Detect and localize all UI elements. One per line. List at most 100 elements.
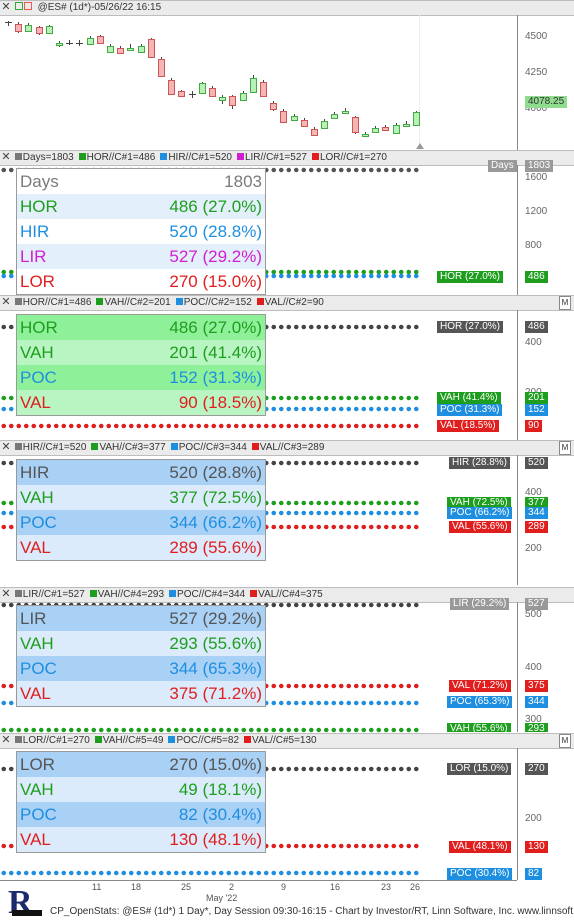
lir-tick: 500	[525, 609, 542, 620]
close-icon[interactable]: ✕	[1, 441, 11, 453]
price-tick: 4250	[525, 67, 548, 78]
candle-body	[189, 93, 196, 95]
stats-row: POC 82 (30.4%)	[17, 802, 265, 827]
stats-value: 344 (66.2%)	[169, 512, 262, 532]
close-icon[interactable]: ✕	[1, 734, 11, 746]
vah-tag: VAH (55.6%)	[447, 723, 511, 732]
candle-body	[260, 81, 267, 97]
lor-stats-table: LOR 270 (15.0%) VAH 49 (18.1%) POC 82 (30.4%)…	[16, 751, 266, 853]
stats-value: 289 (55.6%)	[169, 537, 262, 557]
legend-entry: VAL//C#2=90	[256, 297, 324, 308]
hir-axis	[517, 455, 518, 585]
candle-body	[66, 42, 73, 44]
candle-body	[372, 127, 379, 134]
legend-entry: VAH//C#2=201	[96, 297, 171, 308]
maximize-button[interactable]: M	[559, 441, 571, 455]
legend-entry: LIR//C#1=527	[14, 589, 85, 600]
legend-swatch-icon	[94, 736, 102, 743]
vah-value: 293	[525, 723, 548, 732]
lir-tick: 400	[525, 662, 542, 673]
level-value: 486	[525, 321, 548, 333]
legend-entry: HOR//C#1=486	[78, 152, 155, 163]
level-value: 289	[525, 521, 548, 533]
days-stats-table: Days 1803 HOR 486 (27.0%) HIR 520 (28.8%) LIR 5…	[16, 168, 266, 295]
level-tag: POC (30.4%)	[447, 868, 513, 880]
stats-row: POC 344 (65.3%)	[17, 656, 265, 681]
legend-entry: LOR//C#1=270	[311, 152, 387, 163]
maximize-button[interactable]: M	[559, 296, 571, 310]
stats-row: VAH 377 (72.5%)	[17, 485, 265, 510]
lir-axis	[517, 602, 518, 732]
lor-axis	[517, 748, 518, 880]
stats-row: POC 152 (31.3%)	[17, 365, 265, 390]
hir-panel-titlebar: ✕ HIR//C#1=520 VAH//C#3=377 POC//C#3=344 VA…	[0, 440, 574, 456]
days-value: 1803	[525, 160, 554, 172]
stats-label: LOR	[20, 754, 55, 774]
candle-body	[382, 127, 389, 131]
level-value: 344	[525, 507, 548, 519]
stats-label: HIR	[20, 221, 50, 241]
close-icon[interactable]: ✕	[1, 588, 11, 600]
candle-body	[46, 26, 53, 35]
stats-label: VAH	[20, 633, 54, 653]
candle-body	[250, 77, 257, 94]
candle-body	[15, 23, 22, 32]
level-value: 82	[525, 868, 543, 880]
level-value: 520	[525, 457, 548, 469]
close-icon[interactable]: ✕	[1, 1, 11, 13]
price-candles	[0, 0, 517, 150]
close-icon[interactable]: ✕	[1, 296, 11, 308]
footer-caption: CP_OpenStats: @ES# (1d*) 1 Day*, Day Ses…	[50, 906, 574, 917]
legend-swatch-icon	[14, 298, 22, 305]
cursor-line	[419, 15, 420, 150]
legend-entry: VAL//C#3=289	[251, 442, 324, 453]
level-tag: VAL (71.2%)	[449, 680, 511, 692]
stats-row: VAH 293 (55.6%)	[17, 631, 265, 656]
stats-value: 152 (31.3%)	[169, 367, 262, 387]
candle-body	[168, 80, 175, 95]
hor-stats-table: HOR 486 (27.0%) VAH 201 (41.4%) POC 152 (31.3…	[16, 314, 266, 416]
level-tag: VAH (72.5%)	[447, 497, 511, 509]
candle-body	[5, 22, 12, 24]
maximize-button[interactable]: M	[559, 734, 571, 748]
candle-body	[311, 128, 318, 136]
candle-body	[138, 45, 145, 53]
stats-label: Days	[20, 171, 59, 191]
lor-tick: 200	[525, 813, 542, 824]
price-panel-title: @ES# (1d*)-05/26/22 16:15	[37, 2, 162, 13]
legend-swatch-icon	[170, 443, 178, 450]
close-icon[interactable]: ✕	[1, 151, 11, 163]
lir-tick: 300	[525, 714, 542, 725]
level-tag: VAL (48.1%)	[449, 841, 511, 853]
candle-wick	[130, 44, 131, 51]
days-axis	[517, 165, 518, 295]
candle-body	[291, 115, 298, 121]
stats-row: VAL 375 (71.2%)	[17, 681, 265, 706]
x-tick-label: 11	[92, 882, 102, 892]
candle-body	[301, 119, 308, 127]
candle-body	[178, 91, 185, 97]
poc-dots	[0, 870, 420, 876]
candle-body	[321, 120, 328, 130]
legend-entry: POC//C#4=344	[169, 589, 245, 600]
level-tag: VAH (41.4%)	[437, 392, 501, 404]
hor-value: 486	[525, 271, 548, 283]
stats-row: LIR 527 (29.2%)	[17, 606, 265, 631]
x-tick-label: 25	[181, 882, 192, 892]
lir-value: 527	[525, 598, 548, 610]
stats-label: VAL	[20, 683, 51, 703]
legend-entry: VAL//C#4=375	[250, 589, 323, 600]
days-panel-titlebar: ✕ Days=1803 HOR//C#1=486 HIR//C#1=520 LIR//…	[0, 150, 574, 166]
candle-body	[199, 83, 206, 95]
stats-label: HOR	[20, 196, 58, 216]
hor-tick: 400	[525, 337, 542, 348]
stats-value: 486 (27.0%)	[169, 317, 262, 337]
legend-entry: VAH//C#5=49	[94, 735, 163, 746]
legend-swatch-icon	[175, 298, 183, 305]
level-value: 201	[525, 392, 548, 404]
candle-body	[352, 117, 359, 134]
legend-swatch-icon	[96, 298, 104, 305]
stats-label: VAH	[20, 779, 54, 799]
candle-body	[127, 47, 134, 52]
hor-tag: HOR (27.0%)	[437, 271, 504, 283]
